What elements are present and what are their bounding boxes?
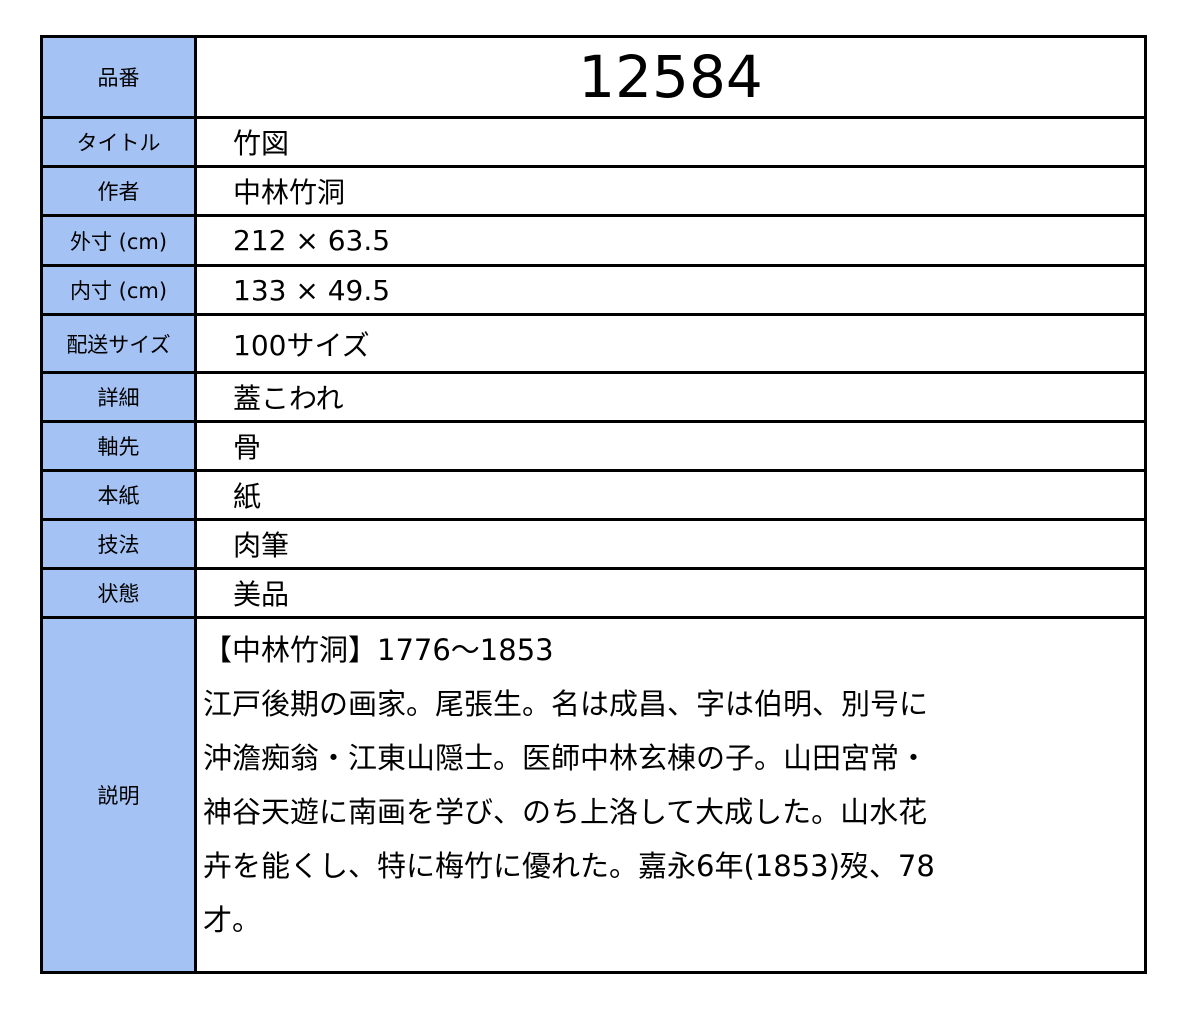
value-description: 【中林竹洞】1776～1853 江戸後期の画家。尾張生。名は成昌、字は伯明、別号… [194, 616, 1147, 974]
value-roller-end: 骨 [194, 420, 1147, 472]
label-author: 作者 [40, 165, 197, 217]
row-details: 詳細 蓋こわれ [40, 371, 1147, 423]
label-shipping-size: 配送サイズ [40, 313, 197, 374]
value-technique: 肉筆 [194, 518, 1147, 570]
label-item-number: 品番 [40, 35, 197, 119]
row-technique: 技法 肉筆 [40, 518, 1147, 570]
description-line: 才。 [203, 903, 262, 937]
description-line: 江戸後期の画家。尾張生。名は成昌、字は伯明、別号に [203, 687, 929, 721]
row-paper: 本紙 紙 [40, 469, 1147, 521]
value-author: 中林竹洞 [194, 165, 1147, 217]
label-title: タイトル [40, 116, 197, 168]
row-condition: 状態 美品 [40, 567, 1147, 619]
value-shipping-size: 100サイズ [194, 313, 1147, 374]
value-item-number: 12584 [194, 35, 1147, 119]
value-inner-size: 133 × 49.5 [194, 264, 1147, 316]
label-outer-size: 外寸 (cm) [40, 214, 197, 267]
label-technique: 技法 [40, 518, 197, 570]
value-details: 蓋こわれ [194, 371, 1147, 423]
product-info-table: 品番 12584 タイトル 竹図 作者 中林竹洞 外寸 (cm) 212 × 6… [40, 35, 1147, 974]
row-outer-size: 外寸 (cm) 212 × 63.5 [40, 214, 1147, 267]
row-author: 作者 中林竹洞 [40, 165, 1147, 217]
row-title: タイトル 竹図 [40, 116, 1147, 168]
description-line: 卉を能くし、特に梅竹に優れた。嘉永6年(1853)歿、78 [203, 849, 935, 883]
value-title: 竹図 [194, 116, 1147, 168]
description-line: 【中林竹洞】1776～1853 [203, 633, 554, 667]
label-details: 詳細 [40, 371, 197, 423]
row-inner-size: 内寸 (cm) 133 × 49.5 [40, 264, 1147, 316]
label-paper: 本紙 [40, 469, 197, 521]
row-shipping-size: 配送サイズ 100サイズ [40, 313, 1147, 374]
label-description: 説明 [40, 616, 197, 974]
value-paper: 紙 [194, 469, 1147, 521]
value-outer-size: 212 × 63.5 [194, 214, 1147, 267]
row-roller-end: 軸先 骨 [40, 420, 1147, 472]
description-line: 沖澹痴翁・江東山隠士。医師中林玄棟の子。山田宮常・ [203, 741, 929, 775]
label-condition: 状態 [40, 567, 197, 619]
label-roller-end: 軸先 [40, 420, 197, 472]
value-condition: 美品 [194, 567, 1147, 619]
description-line: 神谷天遊に南画を学び、のち上洛して大成した。山水花 [203, 795, 928, 829]
row-item-number: 品番 12584 [40, 35, 1147, 119]
label-inner-size: 内寸 (cm) [40, 264, 197, 316]
row-description: 説明 【中林竹洞】1776～1853 江戸後期の画家。尾張生。名は成昌、字は伯明… [40, 616, 1147, 974]
